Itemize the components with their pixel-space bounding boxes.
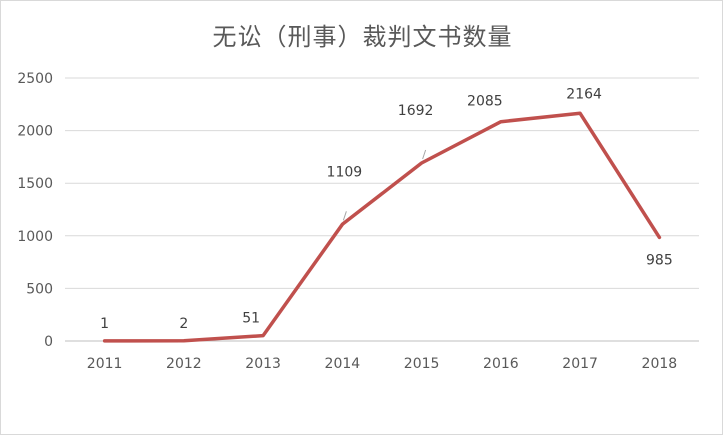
x-tick-label: 2015 — [404, 356, 440, 372]
gridlines — [65, 77, 699, 289]
data-label: 2 — [179, 316, 188, 332]
chart-title: 无讼（刑事）裁判文书数量 — [212, 23, 513, 51]
data-label: 51 — [242, 311, 260, 327]
axes: 0 500 1000 1500 2000 2500 2011 2012 2013 2014 2015… — [17, 71, 699, 372]
data-label: 2164 — [566, 86, 602, 102]
data-label: 1692 — [398, 103, 434, 119]
x-tick-label: 2017 — [562, 356, 598, 372]
y-tick-label: 500 — [26, 281, 53, 297]
y-tick-label: 0 — [44, 334, 53, 350]
data-label-leader — [342, 211, 347, 221]
x-tick-label: 2012 — [166, 356, 202, 372]
y-tick-label: 1500 — [17, 176, 53, 192]
data-label: 1 — [100, 316, 109, 332]
y-tick-label: 2000 — [17, 124, 53, 140]
y-tick-label: 2500 — [17, 71, 53, 87]
x-tick-label: 2014 — [325, 356, 361, 372]
x-tick-label: 2011 — [87, 356, 123, 372]
series — [102, 111, 662, 343]
x-tick-label: 2018 — [642, 356, 678, 372]
x-tick-label: 2016 — [483, 356, 519, 372]
x-tick-label: 2013 — [245, 356, 281, 372]
data-labels: 1 2 51 1109 1692 2085 2164 985 — [100, 86, 673, 332]
data-label-leader — [422, 149, 427, 160]
series-line — [102, 111, 662, 343]
data-label: 2085 — [467, 94, 503, 110]
data-label: 985 — [646, 252, 673, 268]
y-tick-label: 1000 — [17, 229, 53, 245]
data-label: 1109 — [327, 164, 363, 180]
